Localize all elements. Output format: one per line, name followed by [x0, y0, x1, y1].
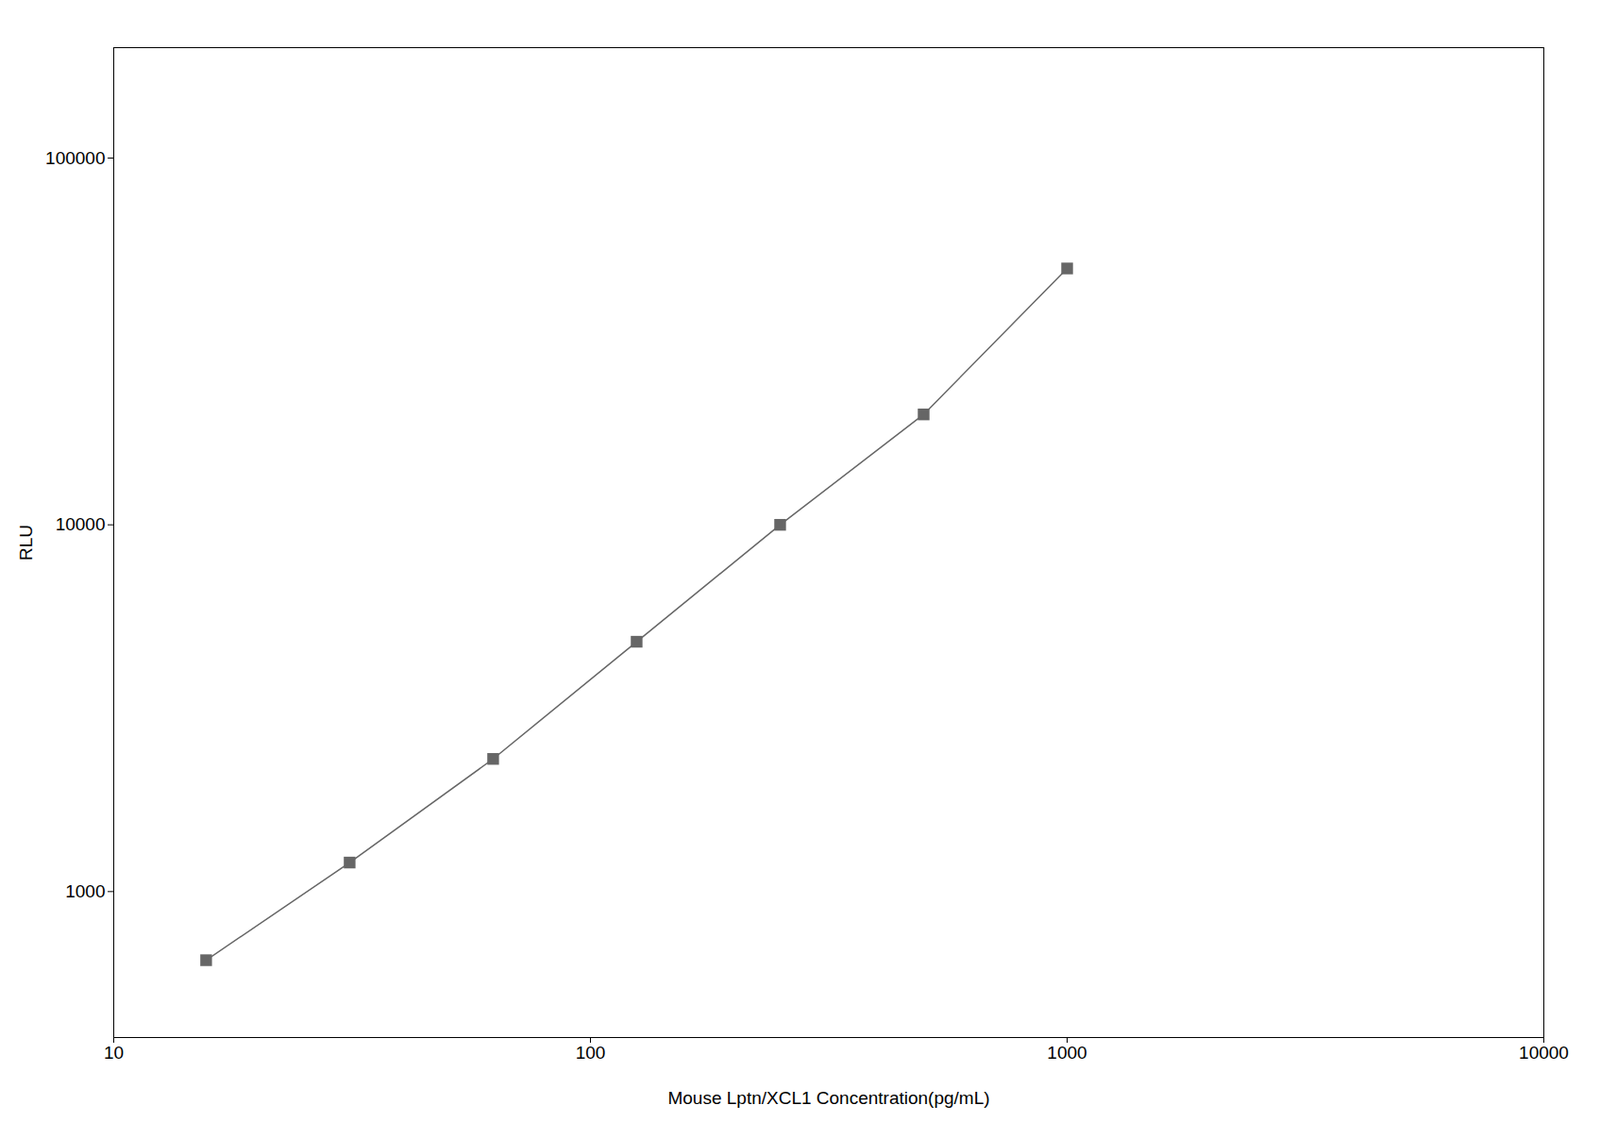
svg-text:10000: 10000 [55, 514, 106, 535]
svg-text:RLU: RLU [16, 524, 36, 561]
svg-text:100: 100 [575, 1043, 607, 1063]
svg-text:10000: 10000 [1518, 1043, 1569, 1063]
svg-text:1000: 1000 [65, 881, 105, 902]
svg-text:100000: 100000 [45, 148, 105, 169]
svg-text:Mouse Lptn/XCL1 Concentration(: Mouse Lptn/XCL1 Concentration(pg/mL) [667, 1088, 990, 1109]
svg-text:10: 10 [103, 1043, 124, 1063]
svg-text:1000: 1000 [1046, 1043, 1087, 1063]
